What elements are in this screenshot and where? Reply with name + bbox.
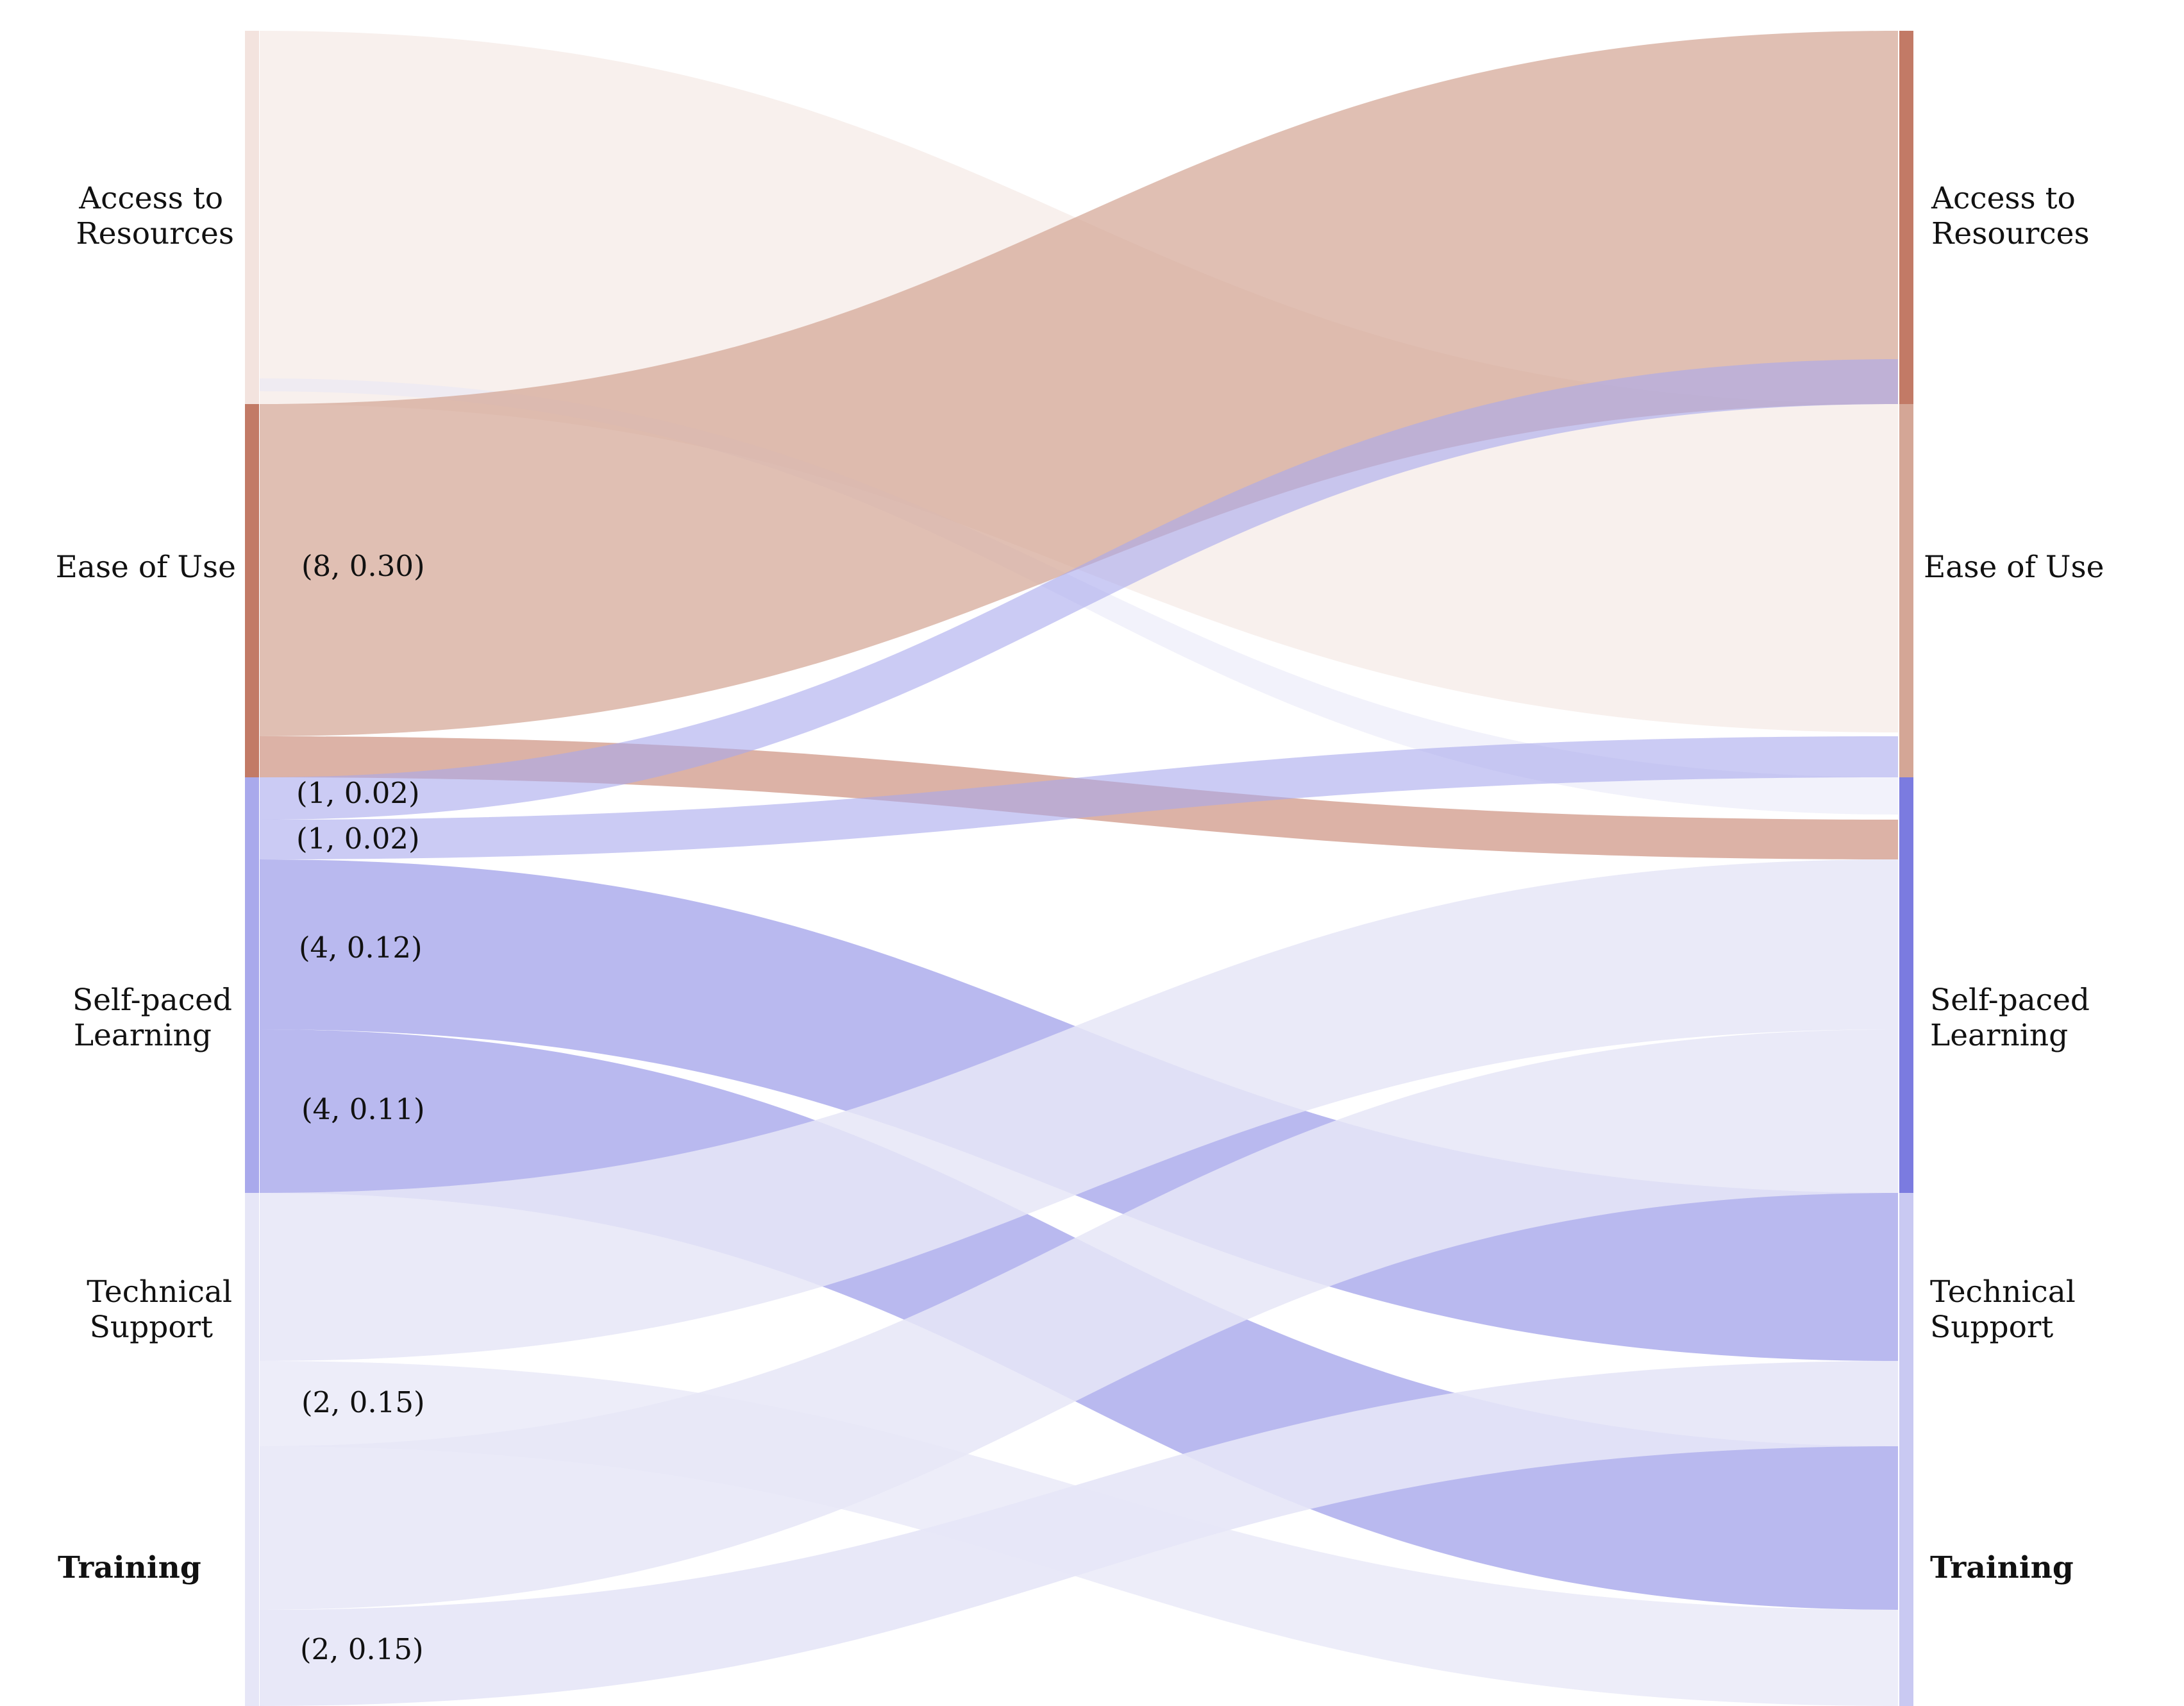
flow-label-training-to-tech: (2, 0.15) [300, 1632, 424, 1666]
left-label-training: Training [58, 1550, 201, 1585]
left-label-ease: Ease of Use [56, 550, 236, 585]
flow-labels: (8, 0.30) (1, 0.02) (1, 0.02) (4, 0.12) … [296, 549, 425, 1666]
flow-self-to-access [260, 359, 1898, 820]
right-node-ease [1899, 404, 1913, 777]
flow-self-to-ease [260, 736, 1898, 859]
left-label-access-line1: Access to [78, 181, 223, 216]
left-label-self-line1: Self-paced [72, 983, 232, 1018]
left-label-tech-line2: Support [90, 1310, 213, 1345]
right-label-access-line1: Access to [1931, 181, 2076, 216]
left-node-self [245, 777, 259, 1193]
right-label-training: Training [1930, 1550, 2074, 1585]
flow-label-tech-to-self: (2, 0.15) [301, 1385, 425, 1419]
flows [260, 31, 1898, 1706]
flow-tech-to-self [260, 859, 1898, 1361]
right-label-self-line1: Self-paced [1930, 983, 2090, 1018]
right-node-training [1899, 1446, 1913, 1706]
right-node-self [1899, 777, 1913, 1193]
flow-label-self-to-access: (1, 0.02) [296, 776, 420, 810]
left-node-ease [245, 404, 259, 777]
flow-training-to-tech [260, 1361, 1898, 1706]
flow-label-ease-to-access: (8, 0.30) [301, 549, 425, 583]
left-node-access [245, 31, 259, 404]
right-label-self-line2: Learning [1930, 1018, 2068, 1053]
right-label-ease: Ease of Use [1924, 550, 2104, 585]
left-node-tech [245, 1193, 259, 1446]
right-label-access-line2: Resources [1931, 216, 2090, 251]
left-node-training [245, 1446, 259, 1706]
right-node-tech [1899, 1193, 1913, 1446]
left-label-access-line2: Resources [76, 216, 234, 251]
flow-label-self-to-ease: (1, 0.02) [296, 822, 420, 856]
left-label-self-line2: Learning [74, 1018, 212, 1053]
flow-label-self-to-training: (4, 0.11) [301, 1092, 425, 1126]
flow-label-self-to-tech: (4, 0.12) [299, 931, 423, 965]
right-nodes [1899, 31, 1913, 1706]
left-label-tech-line1: Technical [87, 1274, 232, 1310]
flow-ease-to-access [260, 31, 1898, 736]
right-node-access [1899, 31, 1913, 404]
left-labels: Access to Resources Ease of Use Self-pac… [56, 181, 236, 1585]
right-label-tech-line2: Support [1930, 1310, 2053, 1345]
right-label-tech-line1: Technical [1930, 1274, 2076, 1310]
left-nodes [245, 31, 259, 1706]
right-labels: Access to Resources Ease of Use Self-pac… [1924, 181, 2104, 1585]
flow-training-to-self [260, 1029, 1898, 1610]
